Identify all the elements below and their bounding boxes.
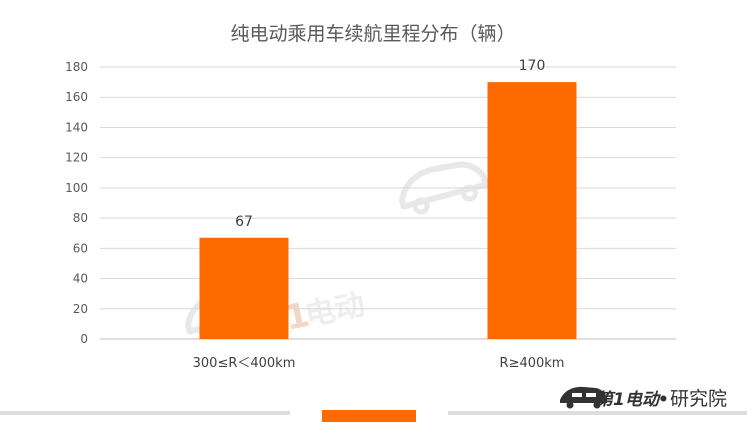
bar-layer xyxy=(199,82,577,339)
x-tick-label: 300≤R＜400km xyxy=(193,356,296,371)
chart-title: 纯电动乘用车续航里程分布（辆） xyxy=(230,23,515,45)
data-label: 170 xyxy=(519,58,546,74)
data-label-layer: 67 170 xyxy=(235,58,545,230)
bottom-divider-right xyxy=(448,411,747,415)
y-tick-label: 180 xyxy=(65,60,88,74)
svg-text:电动: 电动 xyxy=(302,287,368,334)
y-tick-label: 160 xyxy=(65,90,88,104)
bottom-divider-left xyxy=(0,411,290,415)
x-tick-label: R≥400km xyxy=(500,356,565,371)
bar xyxy=(199,237,289,339)
y-tick-label: 80 xyxy=(73,211,88,225)
y-tick-label: 0 xyxy=(80,332,88,346)
grid-layer xyxy=(100,66,676,340)
bottom-accent-bar xyxy=(322,410,416,422)
y-tick-label: 100 xyxy=(65,181,88,195)
y-tick-label: 40 xyxy=(73,272,88,286)
y-tick-label: 20 xyxy=(73,302,88,316)
bar xyxy=(487,82,577,339)
brand-suffix: 研究院 xyxy=(670,388,727,410)
x-axis-categories: 300≤R＜400km R≥400km xyxy=(193,356,565,371)
y-tick-label: 120 xyxy=(65,151,88,165)
y-axis-ticks: 0 20 40 60 80 100 120 140 160 180 xyxy=(65,60,88,346)
car-logo-icon xyxy=(560,386,607,409)
y-tick-label: 60 xyxy=(73,241,88,255)
y-tick-label: 140 xyxy=(65,120,88,134)
brand-logo: 第1电动 • 研究院 xyxy=(560,386,727,410)
brand-dot: • xyxy=(658,390,669,410)
data-label: 67 xyxy=(235,214,253,230)
brand-logo-text: 第1电动 xyxy=(596,390,662,410)
